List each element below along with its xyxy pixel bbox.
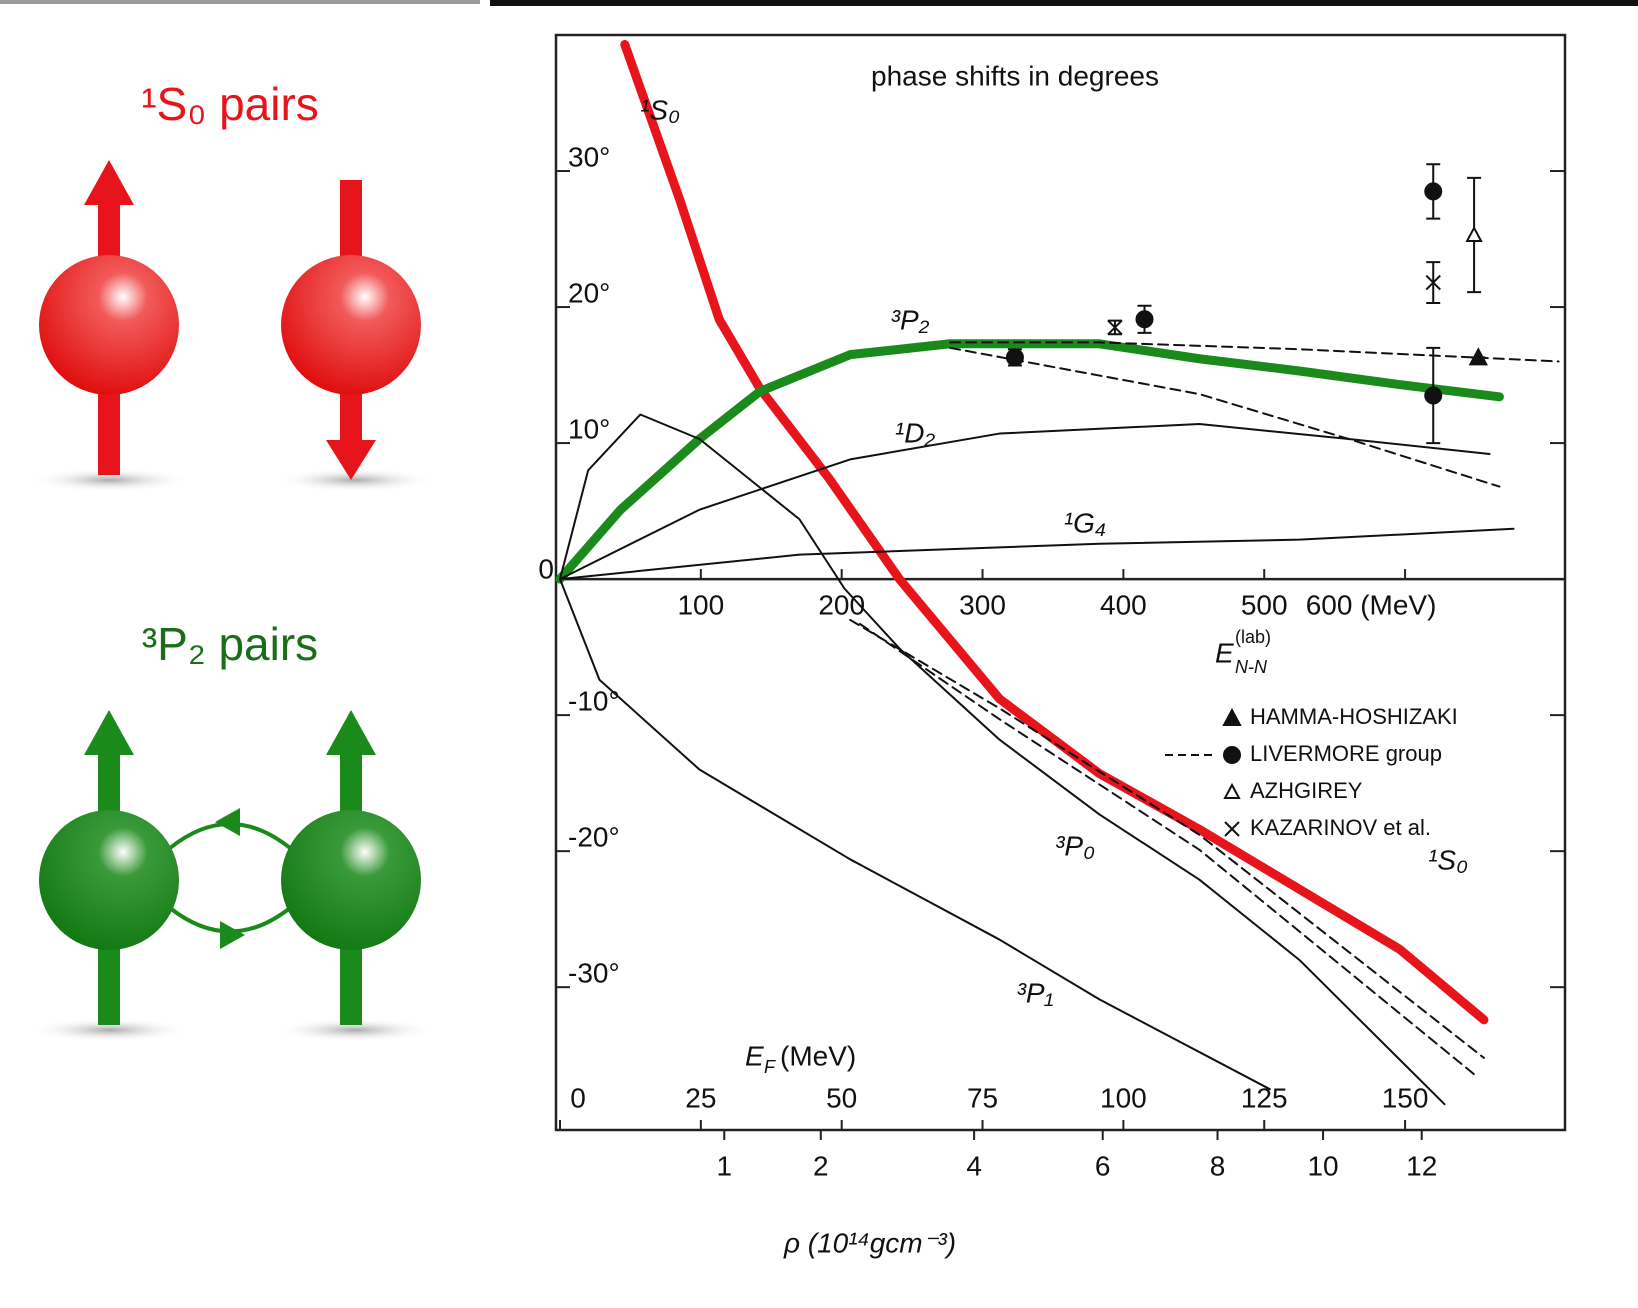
curve (560, 529, 1514, 579)
legend-entry: KAZARINOV et al. (1225, 815, 1431, 840)
legend-entry: AZHGIREY (1225, 778, 1363, 803)
chart-title: phase shifts in degrees (871, 60, 1159, 91)
x3-tick-label: 8 (1210, 1150, 1226, 1181)
x-axis-label: E (1215, 637, 1234, 668)
curve-label: ³P₀ (1055, 830, 1095, 861)
legend-symbol (1224, 747, 1240, 763)
top-bar (490, 0, 1638, 6)
marker (1137, 311, 1153, 327)
x2-tick-label: 25 (685, 1082, 716, 1113)
curve (625, 45, 1484, 1020)
legend-label: LIVERMORE group (1250, 741, 1442, 766)
y-tick-label: 30° (568, 141, 610, 172)
curve-label: ³P₂ (891, 304, 930, 335)
x-tick-label: 400 (1100, 589, 1147, 620)
y-tick-label: 0 (538, 553, 554, 584)
y-tick-label: -30° (568, 958, 620, 989)
legend-entry: LIVERMORE group (1165, 741, 1442, 766)
legend-symbol (1225, 822, 1239, 836)
x-tick-label: 600 (MeV) (1306, 589, 1437, 620)
legend-label: KAZARINOV et al. (1250, 815, 1431, 840)
y-tick-label: 10° (568, 413, 610, 444)
s0-label: ¹S₀ pairs (141, 78, 319, 130)
curve (950, 348, 1499, 487)
marker (1425, 183, 1441, 199)
p2-pair-illustration (30, 710, 435, 1042)
marker (1467, 228, 1481, 241)
x2-tick-label: 50 (826, 1082, 857, 1113)
curve-label: ¹S₀ (640, 94, 680, 125)
x3-tick-label: 6 (1095, 1150, 1111, 1181)
x3-tick-label: 1 (716, 1150, 732, 1181)
x3-tick-label: 10 (1307, 1150, 1338, 1181)
curve (560, 344, 1499, 579)
x-axis-label-sub: N-N (1235, 657, 1268, 677)
curve-label: ¹G₄ (1064, 507, 1106, 538)
x-axis-label-sup: (lab) (1235, 627, 1271, 647)
x-tick-label: 100 (677, 589, 724, 620)
curve (860, 624, 1474, 1074)
marker (1007, 349, 1023, 365)
x-tick-label: 500 (1241, 589, 1288, 620)
curve-label: ¹D₂ (895, 417, 936, 448)
p2-label: ³P₂ pairs (142, 618, 318, 670)
legend-entry: HAMMA-HOSHIZAKI (1224, 704, 1458, 729)
legend-label: HAMMA-HOSHIZAKI (1250, 704, 1458, 729)
curve (560, 579, 1270, 1089)
x-tick-label: 200 (818, 589, 865, 620)
x3-tick-label: 4 (966, 1150, 982, 1181)
x-tick-label: 300 (959, 589, 1006, 620)
slide: ¹S₀ pairs ³P₂ pairs phase shifts in degr… (0, 0, 1638, 1308)
curve-label: ¹S₀ (1428, 844, 1468, 875)
x2-axis-label-sub: F (764, 1057, 776, 1077)
x2-tick-label: 150 (1382, 1082, 1429, 1113)
x2-axis-label-unit: (MeV) (780, 1040, 856, 1071)
legend-symbol (1225, 785, 1239, 798)
s0-pair-illustration (30, 160, 435, 492)
marker (1425, 387, 1441, 403)
x3-axis-label: ρ (10¹⁴gcm⁻³) (783, 1227, 956, 1258)
x2-tick-label: 100 (1100, 1082, 1147, 1113)
y-tick-label: -20° (568, 822, 620, 853)
x2-tick-label: 75 (967, 1082, 998, 1113)
x2-axis-label: E (745, 1040, 764, 1071)
legend-symbol (1224, 710, 1240, 725)
top-rule (0, 0, 480, 4)
y-tick-label: 20° (568, 277, 610, 308)
x3-tick-label: 12 (1406, 1150, 1437, 1181)
x2-tick-label: 0 (570, 1082, 586, 1113)
x3-tick-label: 2 (813, 1150, 829, 1181)
curve-label: ³P₁ (1017, 977, 1054, 1008)
legend-label: AZHGIREY (1250, 778, 1363, 803)
curve (560, 424, 1490, 579)
